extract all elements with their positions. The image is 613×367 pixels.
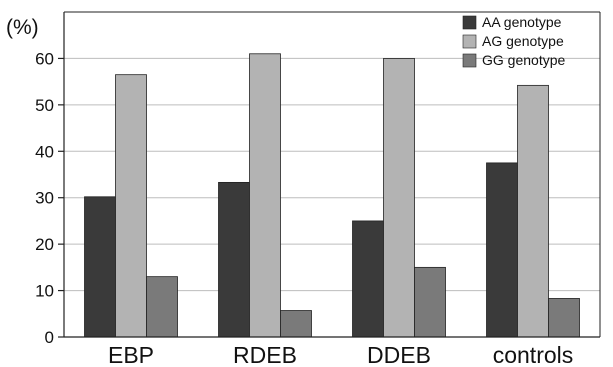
legend-label: GG genotype (482, 52, 565, 68)
y-tick-label: 40 (35, 142, 54, 161)
category-label: EBP (108, 342, 154, 367)
axes (63, 11, 601, 338)
legend: AA genotype AG genotype GG genotype (462, 14, 565, 68)
category-label: DDEB (367, 342, 431, 367)
legend-swatch (462, 15, 477, 30)
bars (84, 53, 580, 338)
bar-ddeb-aa (352, 220, 384, 338)
bar-rdeb-gg (280, 310, 312, 338)
y-unit-label: (%) (6, 16, 39, 39)
category-label: controls (493, 342, 574, 367)
y-tick-label: 30 (35, 189, 54, 208)
legend-swatch (462, 53, 477, 68)
bar-controls-gg (548, 298, 580, 338)
bar-ddeb-gg (414, 266, 446, 338)
bar-ebp-aa (84, 196, 116, 338)
bar-ddeb-ag (383, 58, 415, 338)
bar-rdeb-aa (218, 181, 250, 338)
y-tick-label: 50 (35, 96, 54, 115)
y-tick-label: 20 (35, 235, 54, 254)
bar-rdeb-ag (249, 53, 281, 338)
legend-label: AG genotype (482, 33, 564, 49)
legend-label: AA genotype (482, 14, 562, 30)
y-tick-label: 10 (35, 282, 54, 301)
y-tick-labels: 0 10 20 30 40 50 60 (35, 49, 64, 347)
bar-controls-ag (517, 84, 549, 338)
category-label: RDEB (233, 342, 297, 367)
legend-swatch (462, 34, 477, 49)
y-tick-label: 60 (35, 49, 54, 68)
y-tick-label: 0 (45, 328, 54, 347)
bar-ebp-gg (146, 276, 178, 338)
category-labels: EBP RDEB DDEB controls (108, 342, 573, 367)
bar-ebp-ag (115, 74, 147, 338)
bar-controls-aa (486, 162, 518, 338)
